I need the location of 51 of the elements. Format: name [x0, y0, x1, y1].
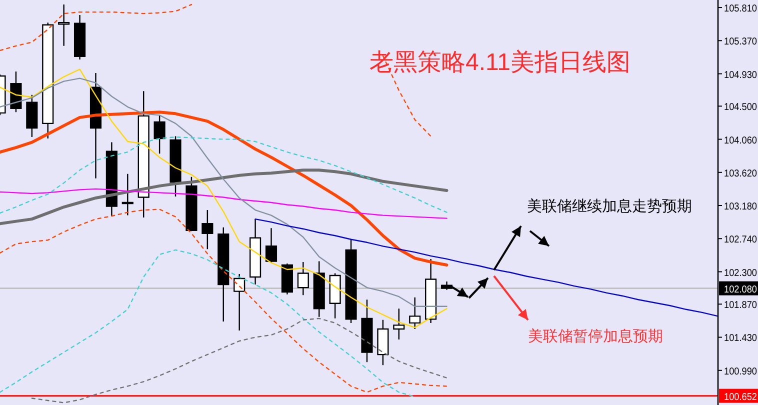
candlestick [377, 319, 389, 366]
y-tick-label: 101.870 [724, 300, 758, 312]
candlestick [202, 209, 214, 250]
candlestick [361, 299, 373, 363]
y-tick-label: 104.930 [724, 70, 758, 81]
candlestick [218, 226, 230, 322]
ref-line-label: 100.652 [724, 392, 758, 403]
line-series [0, 249, 416, 398]
candlestick [265, 227, 278, 264]
line-series [0, 208, 448, 393]
line-series [0, 136, 448, 214]
text: 老黑策略4.11美指日线图 [370, 49, 630, 76]
candlestick [26, 94, 38, 138]
candlestick [138, 90, 150, 218]
candlestick [281, 262, 293, 295]
candlestick [425, 258, 437, 324]
annotation: 美联储继续加息走势预期 [527, 198, 692, 215]
candlestick [106, 142, 118, 217]
y-tick-label: 102.300 [724, 268, 758, 279]
candlestick [122, 173, 134, 216]
candlestick [186, 176, 198, 232]
candlestick [234, 273, 246, 332]
candlestick [313, 260, 325, 318]
y-tick-label: 100.990 [724, 366, 758, 378]
candlestick [250, 218, 262, 286]
candlestick [74, 14, 86, 60]
y-tick-label: 105.370 [724, 36, 758, 48]
line-series [0, 188, 448, 219]
y-tick-label: 103.620 [724, 168, 758, 180]
candlestick [329, 272, 341, 320]
y-tick-label: 104.500 [724, 102, 758, 114]
line-series [0, 110, 448, 266]
candlestick [10, 70, 22, 113]
candlestick [409, 296, 421, 330]
candlestick [154, 114, 166, 154]
y-tick-label: 104.060 [724, 135, 758, 146]
y-tick-label: 103.180 [724, 202, 758, 213]
candlestick [297, 261, 309, 296]
y-tick-label: 105.810 [724, 4, 758, 15]
y-tick-label: 101.430 [724, 333, 758, 344]
line-series [254, 218, 719, 317]
annotation: 美联储暂停加息预期 [528, 328, 663, 345]
line-series [31, 318, 448, 404]
candlestick [345, 238, 357, 324]
candlestick [42, 22, 54, 140]
candlestick [58, 4, 70, 47]
ref-line-label: 102.080 [724, 284, 758, 296]
candlestick [393, 308, 405, 340]
candlestick [170, 136, 182, 198]
y-tick-label: 102.740 [724, 234, 758, 246]
line-series [0, 168, 448, 226]
